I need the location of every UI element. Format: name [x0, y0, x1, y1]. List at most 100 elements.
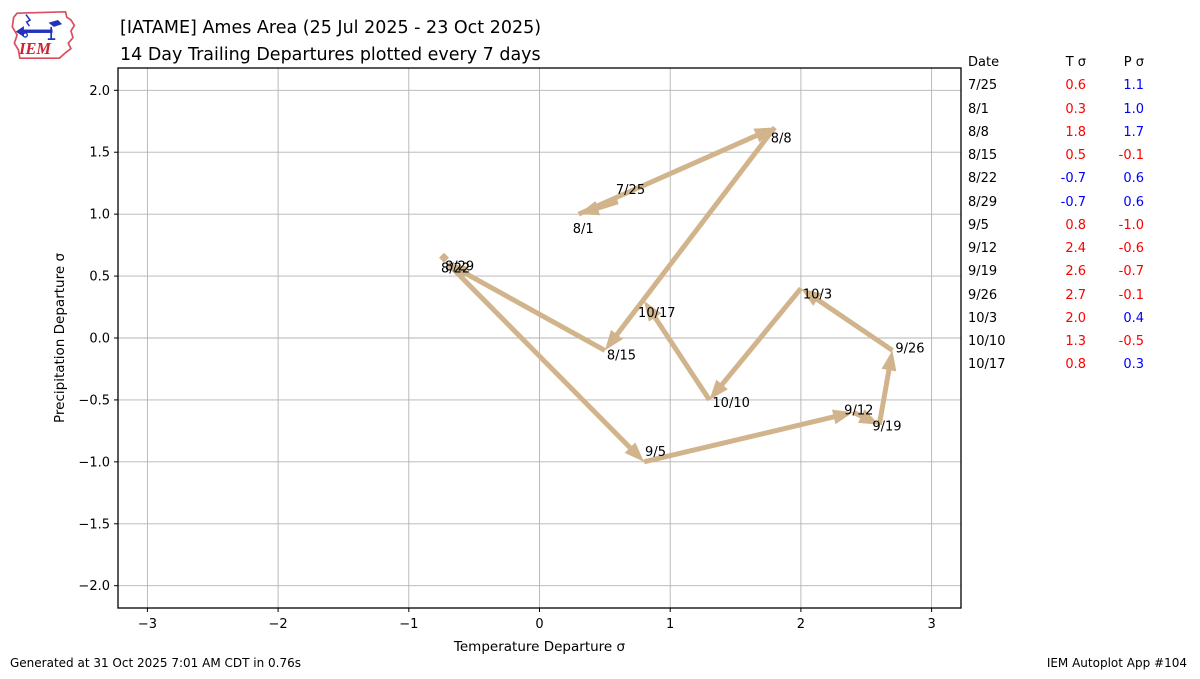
trajectory-arrowhead	[624, 442, 645, 462]
trajectory-arrowhead	[709, 379, 728, 400]
point-date-label: 10/10	[712, 396, 749, 411]
x-tick-label: −3	[138, 617, 157, 632]
cell-precip-sigma: -0.1	[1118, 287, 1144, 303]
trajectory-arrow	[643, 413, 838, 465]
y-tick-label: 2.0	[89, 84, 110, 99]
cell-date: 10/17	[968, 357, 1006, 373]
x-tick-label: 3	[927, 617, 935, 632]
cell-date: 9/5	[968, 217, 989, 233]
trajectory-arrow	[446, 261, 634, 452]
y-tick-label: 1.0	[89, 208, 110, 223]
table-row: 9/19 2.6 -0.7	[968, 260, 1146, 283]
cell-date: 8/15	[968, 148, 998, 163]
cell-precip-sigma: 0.6	[1123, 171, 1144, 187]
trajectory-arrow	[718, 286, 803, 389]
departures-table-rows: 7/25 0.6 1.1 8/1 0.3 1.0 8/8 1.8 1.7 8/15 0.5 -0.1 8…	[968, 74, 1146, 376]
iem-logo: IEM	[11, 10, 76, 60]
cell-date: 9/19	[968, 264, 998, 280]
cell-temp-sigma: 2.7	[1065, 287, 1086, 303]
y-axis-title: Precipitation Departure σ	[52, 253, 68, 423]
table-header-row: Date T σ P σ	[968, 51, 1146, 74]
x-tick-label: −1	[399, 617, 418, 632]
trajectory-arrowhead	[831, 409, 854, 425]
cell-temp-sigma: 0.3	[1065, 101, 1086, 117]
cell-precip-sigma: 1.7	[1123, 124, 1144, 140]
cell-temp-sigma: 0.8	[1065, 357, 1086, 373]
cell-date: 9/12	[968, 241, 998, 256]
x-axis-title: Temperature Departure σ	[453, 639, 626, 655]
point-date-label: 9/26	[895, 341, 924, 356]
cell-precip-sigma: 0.6	[1123, 194, 1144, 210]
cell-temp-sigma: 2.4	[1065, 241, 1086, 256]
table-row: 10/3 2.0 0.4	[968, 307, 1146, 330]
cell-temp-sigma: 0.5	[1065, 148, 1086, 163]
generated-timestamp: Generated at 31 Oct 2025 7:01 AM CDT in …	[10, 656, 301, 670]
table-row: 8/22 -0.7 0.6	[968, 167, 1146, 190]
cell-date: 8/8	[968, 124, 989, 140]
x-tick-label: 1	[666, 617, 674, 632]
cell-temp-sigma: 0.8	[1065, 217, 1086, 233]
cell-temp-sigma: -0.7	[1060, 194, 1086, 210]
point-date-label: 8/29	[445, 260, 474, 275]
chart-subtitle: 14 Day Trailing Departures plotted every…	[120, 45, 541, 65]
y-tick-label: 0.0	[89, 332, 110, 347]
y-tick-label: −0.5	[78, 393, 110, 408]
point-date-label: 10/17	[638, 306, 675, 321]
cell-temp-sigma: 2.0	[1065, 310, 1086, 326]
point-date-label: 9/19	[872, 420, 901, 435]
table-row: 8/1 0.3 1.0	[968, 98, 1146, 121]
cell-precip-sigma: -1.0	[1118, 217, 1144, 233]
table-row: 7/25 0.6 1.1	[968, 74, 1146, 97]
table-row: 8/15 0.5 -0.1	[968, 144, 1146, 167]
table-row: 8/8 1.8 1.7	[968, 121, 1146, 144]
y-tick-label: −1.0	[78, 455, 110, 470]
col-header-temp-sigma: T σ	[1065, 55, 1086, 70]
cell-precip-sigma: 0.4	[1123, 310, 1144, 326]
cell-date: 7/25	[968, 78, 998, 94]
col-header-date: Date	[968, 55, 1000, 70]
y-tick-label: 1.5	[89, 146, 110, 161]
point-date-label: 8/8	[771, 131, 792, 146]
y-tick-label: 0.5	[89, 270, 110, 285]
point-date-label: 10/3	[803, 287, 832, 302]
point-date-label: 9/5	[645, 445, 666, 460]
point-date-label: 9/12	[844, 403, 873, 418]
cell-date: 8/29	[968, 194, 998, 210]
cell-temp-sigma: 0.6	[1065, 78, 1086, 94]
x-tick-label: −2	[269, 617, 288, 632]
table-row: 9/5 0.8 -1.0	[968, 214, 1146, 237]
cell-precip-sigma: 0.3	[1123, 357, 1144, 373]
cell-date: 8/1	[968, 101, 989, 117]
trajectory-arrowhead	[644, 300, 662, 322]
cell-date: 10/10	[968, 334, 1006, 349]
cell-precip-sigma: -0.5	[1118, 334, 1144, 349]
col-header-precip-sigma: P σ	[1123, 55, 1144, 70]
cell-precip-sigma: 1.0	[1123, 101, 1144, 117]
cell-precip-sigma: 1.1	[1123, 78, 1144, 94]
point-date-label: 8/22	[441, 262, 470, 277]
y-tick-label: −1.5	[78, 517, 110, 532]
cell-precip-sigma: -0.7	[1118, 264, 1144, 280]
table-row: 9/26 2.7 -0.1	[968, 284, 1146, 307]
trajectory-arrow	[876, 366, 892, 426]
point-date-label: 8/15	[607, 348, 636, 363]
autoplot-app-credit: IEM Autoplot App #104	[1046, 656, 1187, 670]
departures-table: Date T σ P σ 7/25 0.6 1.1 8/1 0.3 1.0 8/8 1.8 1.…	[968, 51, 1146, 377]
point-date-label: 7/25	[616, 183, 645, 198]
trajectory-arrow	[813, 295, 894, 353]
x-tick-label: 0	[535, 617, 543, 632]
cell-precip-sigma: -0.6	[1118, 241, 1144, 256]
trajectory-arrow	[613, 125, 777, 339]
trajectory-arrow	[577, 132, 761, 217]
table-row: 10/10 1.3 -0.5	[968, 330, 1146, 353]
cell-date: 9/26	[968, 287, 998, 303]
cell-temp-sigma: -0.7	[1060, 171, 1086, 187]
logo-wordmark: IEM	[18, 39, 51, 58]
trajectory-arrowhead	[858, 409, 880, 425]
cell-precip-sigma: -0.1	[1118, 148, 1144, 163]
trajectory-arrowhead	[881, 350, 897, 372]
trajectory-arrow	[651, 313, 712, 402]
table-row: 9/12 2.4 -0.6	[968, 237, 1146, 260]
